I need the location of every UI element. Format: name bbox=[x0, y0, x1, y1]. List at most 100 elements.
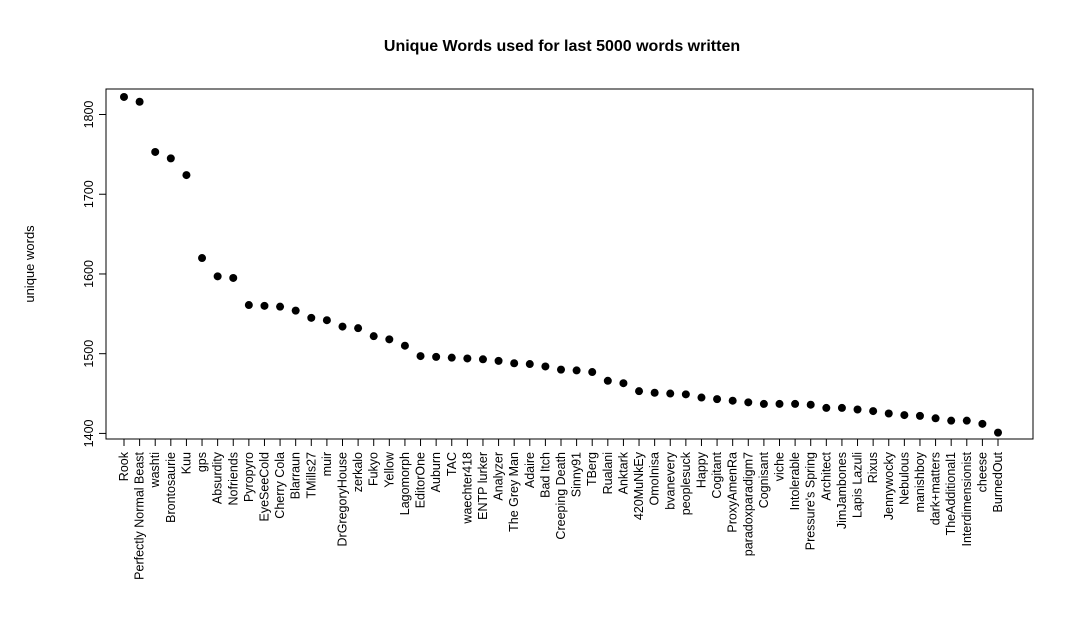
data-point bbox=[260, 301, 269, 310]
data-point bbox=[822, 403, 831, 412]
x-tick-label: DrGregoryHouse bbox=[336, 452, 350, 547]
x-tick-label: Happy bbox=[694, 451, 708, 488]
data-point bbox=[759, 399, 768, 408]
x-tick-label: Lagomorph bbox=[398, 452, 412, 515]
data-point bbox=[728, 396, 737, 405]
x-tick-label: Sinny91 bbox=[570, 452, 584, 497]
data-point bbox=[244, 301, 253, 310]
x-tick-label: waechter418 bbox=[460, 452, 474, 525]
x-tick-label: ENTP lurker bbox=[476, 452, 490, 520]
data-point bbox=[713, 395, 722, 404]
data-point bbox=[229, 273, 238, 282]
x-tick-label: Pyropyro bbox=[242, 452, 256, 502]
x-tick-label: Yellow bbox=[382, 451, 396, 488]
data-point bbox=[900, 411, 909, 420]
data-points bbox=[120, 92, 1002, 437]
x-tick-label: Cherry Cola bbox=[273, 452, 287, 519]
x-tick-label: EditorOne bbox=[414, 452, 428, 508]
x-tick-label: paradoxparadigm7 bbox=[741, 452, 755, 556]
x-tick-label: bvanevery bbox=[663, 451, 677, 509]
data-point bbox=[978, 419, 987, 428]
x-tick-label: 420MuNkEy bbox=[632, 451, 646, 520]
x-tick-label: Nofriends bbox=[226, 452, 240, 506]
data-point bbox=[447, 353, 456, 362]
x-tick-label: EyeSeeCold bbox=[257, 452, 271, 522]
data-point bbox=[744, 398, 753, 407]
data-point bbox=[853, 405, 862, 414]
data-point bbox=[416, 352, 425, 361]
x-tick-label: ProxyAmenRa bbox=[726, 452, 740, 533]
x-tick-label: Nebulous bbox=[897, 452, 911, 505]
x-tick-label: Rixus bbox=[866, 452, 880, 483]
data-point bbox=[213, 272, 222, 281]
data-point bbox=[510, 359, 519, 368]
x-tick-label: Intolerable bbox=[788, 452, 802, 510]
data-point bbox=[557, 365, 565, 374]
data-point bbox=[463, 354, 472, 363]
x-tick-label: Rook bbox=[117, 451, 131, 481]
data-point bbox=[400, 341, 409, 350]
plot-frame bbox=[105, 88, 1034, 440]
data-point bbox=[291, 306, 300, 315]
data-point bbox=[198, 254, 207, 263]
data-point bbox=[806, 400, 815, 409]
data-point bbox=[494, 356, 503, 365]
x-tick-label: Interdimensionist bbox=[960, 451, 974, 546]
x-tick-label: Jennywocky bbox=[882, 451, 896, 520]
data-point bbox=[681, 390, 690, 399]
x-tick-label: Pressure's Spring bbox=[804, 452, 818, 550]
x-tick-label: dark+matters bbox=[929, 452, 943, 525]
x-tick-label: Architect bbox=[819, 451, 833, 500]
data-point bbox=[697, 393, 706, 402]
x-tick-label: Anktark bbox=[616, 451, 630, 494]
y-axis: 1400 1500 1600 1700 1800 bbox=[82, 101, 107, 447]
y-tick-label: 1700 bbox=[82, 180, 96, 208]
data-point bbox=[666, 389, 675, 398]
data-point bbox=[276, 302, 285, 311]
x-tick-label: Lapis Lazuli bbox=[851, 452, 865, 518]
data-point bbox=[338, 322, 347, 331]
y-axis-label: unique words bbox=[22, 225, 37, 303]
data-point bbox=[650, 388, 659, 397]
data-point bbox=[120, 92, 128, 101]
x-tick-label: peoplesuck bbox=[679, 451, 693, 515]
data-point bbox=[182, 171, 191, 180]
x-tick-label: TAC bbox=[445, 452, 459, 476]
data-point bbox=[619, 379, 628, 388]
data-point bbox=[635, 387, 644, 396]
data-point bbox=[151, 147, 160, 156]
data-point bbox=[525, 360, 534, 369]
data-point bbox=[432, 352, 441, 361]
x-tick-label: Absurdity bbox=[211, 451, 225, 504]
x-tick-label: Brontosaurie bbox=[164, 452, 178, 523]
x-tick-label: Bad Itch bbox=[538, 452, 552, 498]
x-tick-label: Analyzer bbox=[492, 452, 506, 501]
data-point bbox=[385, 335, 394, 344]
x-tick-label: cheese bbox=[975, 452, 989, 492]
x-tick-label: TBerg bbox=[585, 452, 599, 486]
x-tick-label: Rualani bbox=[601, 452, 615, 494]
x-tick-label: Kuu bbox=[179, 452, 193, 474]
data-point bbox=[884, 409, 893, 418]
x-tick-label: Cogitant bbox=[710, 451, 724, 498]
data-point bbox=[354, 324, 363, 333]
x-tick-label: Perfectly Normal Beast bbox=[133, 451, 147, 579]
x-tick-label: JimJambones bbox=[835, 452, 849, 529]
data-point bbox=[775, 399, 784, 408]
data-point bbox=[962, 416, 971, 425]
data-point bbox=[837, 403, 846, 412]
data-point bbox=[603, 376, 612, 385]
x-tick-label: washti bbox=[148, 452, 162, 488]
data-point bbox=[166, 154, 175, 163]
x-tick-label: Blarraun bbox=[289, 452, 303, 499]
data-point bbox=[322, 316, 331, 325]
x-tick-label: zerkalo bbox=[351, 452, 365, 492]
data-point bbox=[947, 416, 956, 425]
data-point bbox=[931, 414, 940, 423]
x-tick-label: Auburn bbox=[429, 452, 443, 492]
x-tick-label: viche bbox=[773, 452, 787, 481]
x-tick-label: BurnedOut bbox=[991, 451, 1005, 512]
chart-title: Unique Words used for last 5000 words wr… bbox=[384, 38, 740, 55]
y-tick-label: 1400 bbox=[82, 419, 96, 447]
